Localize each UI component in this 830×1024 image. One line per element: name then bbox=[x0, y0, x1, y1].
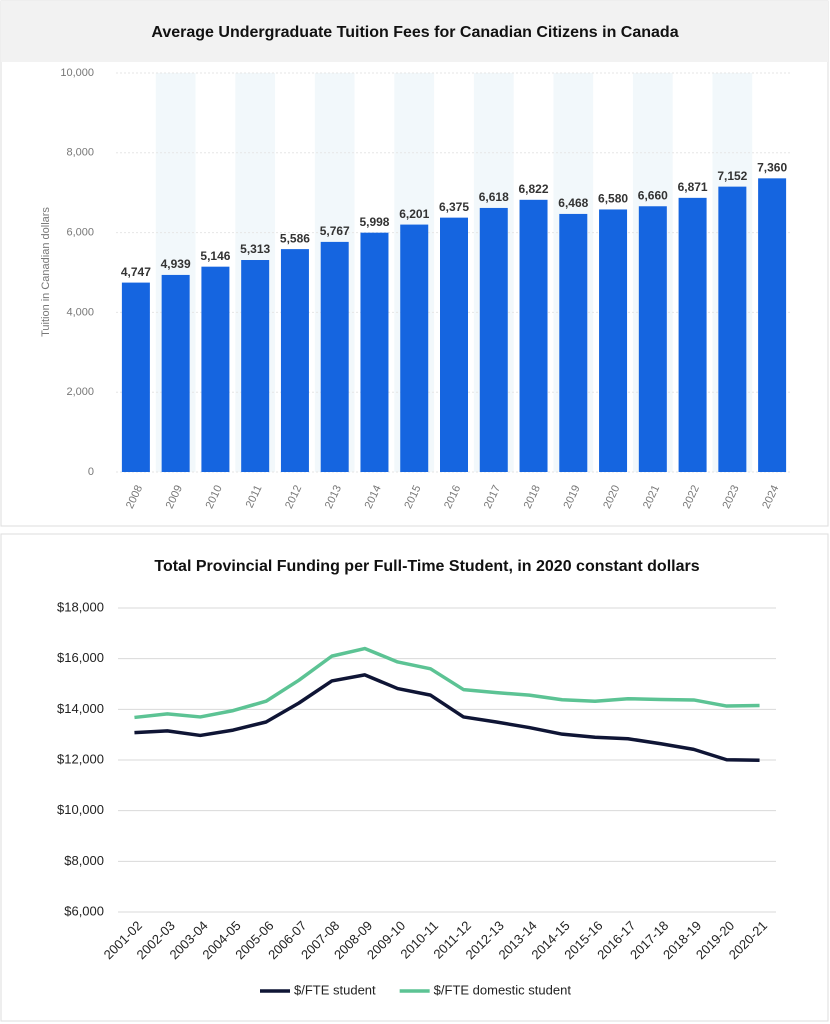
value-label: 6,580 bbox=[598, 192, 628, 206]
bar bbox=[241, 260, 270, 472]
y-tick-label: 4,000 bbox=[66, 306, 94, 318]
y-tick-label: $18,000 bbox=[57, 599, 104, 614]
y-tick-label: $16,000 bbox=[57, 650, 104, 665]
bar bbox=[678, 197, 707, 472]
value-label: 6,660 bbox=[638, 188, 668, 202]
value-label: 5,586 bbox=[280, 231, 310, 245]
y-tick-label: $10,000 bbox=[57, 802, 104, 817]
bar bbox=[718, 186, 747, 472]
value-label: 6,822 bbox=[519, 182, 549, 196]
line bbox=[134, 673, 760, 763]
bar bbox=[519, 199, 548, 473]
value-label: 4,939 bbox=[161, 257, 191, 271]
value-label: 6,201 bbox=[399, 207, 429, 221]
y-tick-label: 0 bbox=[88, 466, 94, 478]
bar bbox=[559, 213, 588, 472]
bar bbox=[280, 249, 309, 472]
value-label: 5,767 bbox=[320, 224, 350, 238]
value-label: 5,146 bbox=[200, 249, 230, 263]
panel bbox=[0, 533, 829, 1022]
bar bbox=[320, 241, 349, 472]
y-tick-label: $14,000 bbox=[57, 701, 104, 716]
y-tick-label: 8,000 bbox=[66, 147, 94, 159]
y-tick-label: 2,000 bbox=[66, 386, 94, 398]
value-label: 7,152 bbox=[717, 169, 747, 183]
bar bbox=[161, 274, 190, 472]
bar bbox=[599, 209, 628, 472]
value-label: 5,998 bbox=[359, 215, 389, 229]
bar bbox=[440, 217, 468, 472]
chart-title: Average Undergraduate Tuition Fees for C… bbox=[151, 24, 678, 41]
bar bbox=[400, 224, 429, 472]
y-tick-label: $8,000 bbox=[64, 853, 104, 868]
value-label: 6,468 bbox=[558, 196, 588, 210]
chart-title: Total Provincial Funding per Full-Time S… bbox=[154, 558, 699, 575]
line bbox=[134, 646, 760, 720]
y-tick-label: $6,000 bbox=[64, 903, 104, 918]
value-label: 6,375 bbox=[439, 200, 469, 214]
value-label: 6,618 bbox=[479, 190, 509, 204]
y-tick-label: 10,000 bbox=[60, 67, 94, 79]
bar bbox=[201, 266, 230, 472]
value-label: 7,360 bbox=[757, 161, 787, 175]
legend-label: $/FTE student bbox=[294, 982, 376, 997]
y-axis-label: Tuition in Canadian dollars bbox=[40, 207, 52, 337]
bar bbox=[360, 232, 389, 472]
legend-label: $/FTE domestic student bbox=[434, 982, 572, 997]
bar bbox=[479, 207, 508, 472]
y-tick-label: 6,000 bbox=[66, 227, 94, 239]
title-bar bbox=[1, 1, 828, 62]
y-tick-label: $12,000 bbox=[57, 751, 104, 766]
value-label: 6,871 bbox=[678, 180, 708, 194]
bar bbox=[638, 206, 667, 473]
value-label: 5,313 bbox=[240, 242, 270, 256]
value-label: 4,747 bbox=[121, 265, 151, 279]
bar bbox=[758, 178, 787, 472]
bar bbox=[121, 282, 150, 472]
